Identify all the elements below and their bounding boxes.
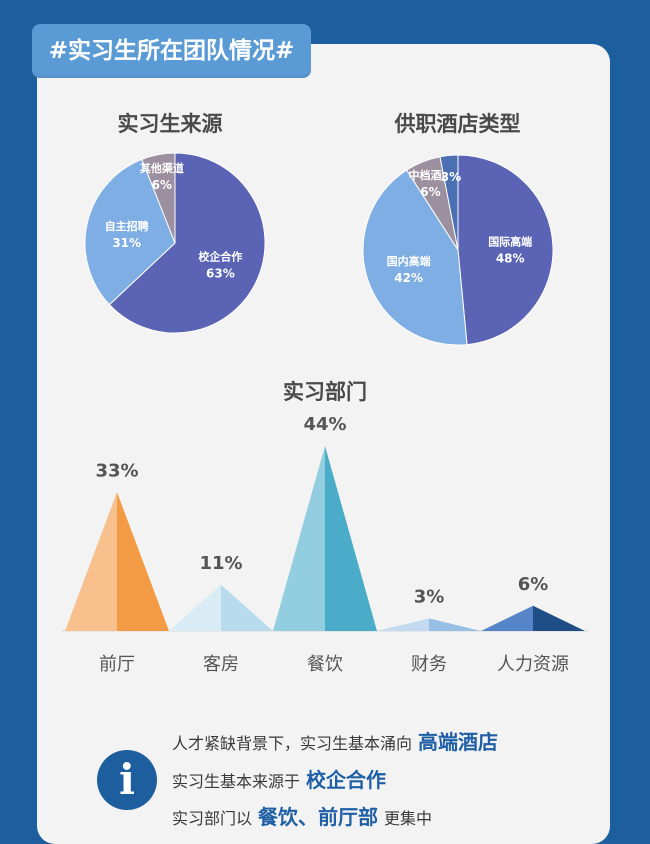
bar-3-right-face [429,618,481,631]
bar-2-category-label: 餐饮 [307,654,343,675]
pie1-slice-1 [84,158,176,306]
bar-0-category-label: 前厅 [99,654,135,675]
bar-4-category-label: 人力资源 [497,654,569,675]
pie2-title: 供职酒店类型 [394,112,521,136]
info-line-2-text: 实习生基本来源于 [172,772,301,791]
bar-2-value-label: 44% [303,414,346,435]
pie1-slice-1-label: 自主招聘 [105,219,149,233]
pie1-slice-1-value: 31% [112,236,141,250]
pie2-slice-2-label: 中档酒店 [408,168,452,182]
pie1-title: 实习生来源 [117,112,223,136]
pie2-slice-0 [457,154,554,346]
pie1-slice-0 [108,152,266,334]
bar-1-category-label: 客房 [203,654,239,675]
bar-1-left-face [169,584,221,631]
pie1-slice-2-label: 其他渠道 [140,161,184,175]
pie2-slice-2-value: 6% [420,185,440,199]
bar-4-value-label: 6% [518,574,549,595]
info-line-1: 人才紧缺背景下，实习生基本涌向 高端酒店 [172,726,504,755]
bar-2-left-face [273,446,325,631]
bar-1-right-face [221,584,273,631]
pie2-slice-1-label: 国内高端 [387,254,431,268]
bar-chart-title: 实习部门 [283,380,367,404]
info-icon: i [97,750,157,810]
bar-3-left-face [377,618,429,631]
pie2-slice-3-value: 3% [441,170,461,184]
pie1-slice-2-value: 6% [152,178,172,192]
bar-4-right-face [533,605,585,631]
bar-0-right-face [117,492,169,631]
info-line-3-highlight: 餐饮、前厅部 [258,805,379,829]
pie1-slice-0-value: 63% [206,267,235,281]
pie2-slice-1-value: 42% [394,271,423,285]
info-line-2: 实习生基本来源于 校企合作 [172,764,392,793]
pie2-slice-3 [439,154,459,251]
bar-1-value-label: 11% [199,553,242,574]
info-line-1-highlight: 高端酒店 [418,730,499,754]
bar-2-right-face [325,446,377,631]
bar-3-value-label: 3% [414,586,445,607]
pie1-slice-0-label: 校企合作 [198,250,242,264]
info-line-3: 实习部门以 餐饮、前厅部 更集中 [172,801,432,830]
pie1-slice-2 [141,152,176,244]
bar-0-left-face [65,492,117,631]
bar-4-left-face [481,605,533,631]
info-line-1-text: 人才紧缺背景下，实习生基本涌向 [172,734,413,753]
info-line-3-suffix: 更集中 [384,809,433,828]
pie2-slice-0-label: 国际高端 [488,235,532,249]
info-line-2-highlight: 校企合作 [306,768,387,792]
banner-title: #实习生所在团队情况# [32,24,311,78]
bar-0-value-label: 33% [95,460,138,481]
bar-3-category-label: 财务 [411,654,447,675]
info-line-3-text: 实习部门以 [172,809,253,828]
pie2-slice-1 [362,169,468,346]
pie2-slice-0-value: 48% [496,252,525,266]
